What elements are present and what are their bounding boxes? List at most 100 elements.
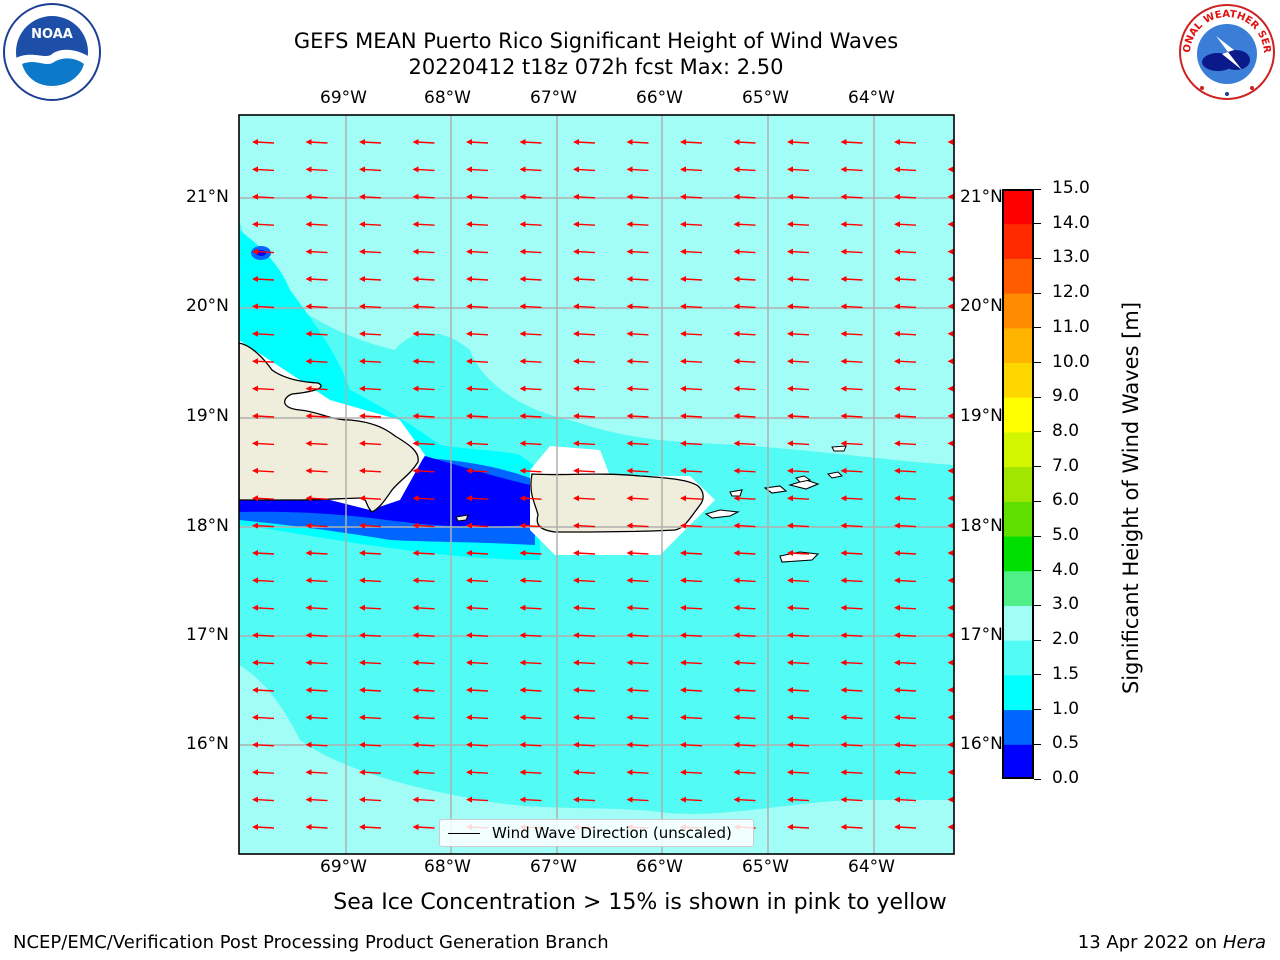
ocean-band-2-3-north — [239, 115, 954, 465]
colorbar-tick-label: 14.0 — [1052, 212, 1090, 233]
wind-arrow — [252, 796, 275, 803]
wind-arrow — [573, 687, 596, 693]
colorbar-tick-label: 13.0 — [1052, 247, 1090, 268]
colorbar-tick-label: 0.5 — [1052, 733, 1080, 754]
colorbar-tick-mark — [1034, 223, 1041, 225]
wind-arrow — [519, 413, 542, 419]
wind-arrow — [626, 659, 649, 666]
wind-arrow — [787, 467, 810, 474]
lat-tick-right: 17°N — [960, 625, 1003, 645]
wind-arrow — [733, 577, 756, 584]
wind-arrow — [947, 385, 954, 392]
wind-arrow — [412, 495, 435, 502]
wind-arrow — [947, 221, 954, 228]
colorbar-tick-label: 3.0 — [1052, 594, 1080, 615]
colorbar-segment — [1002, 536, 1034, 572]
lat-tick-left: 19°N — [186, 406, 229, 426]
wind-arrow — [733, 796, 756, 803]
wind-arrow — [305, 330, 328, 337]
colorbar-tick-mark — [1034, 639, 1041, 641]
colorbar-tick-label: 2.0 — [1052, 629, 1080, 650]
wind-arrow — [626, 769, 649, 776]
coastal-mask-puerto-rico — [530, 446, 715, 555]
wind-arrow — [947, 604, 954, 611]
wind-arrow — [840, 221, 863, 228]
wind-arrow — [840, 824, 863, 830]
wind-arrow — [947, 550, 954, 556]
wind-arrow — [787, 358, 810, 365]
colorbar-tick-mark — [1034, 396, 1041, 398]
wind-arrow — [359, 741, 382, 748]
legend-label: Wind Wave Direction (unscaled) — [492, 824, 732, 842]
wind-arrow — [626, 221, 649, 228]
wind-arrow — [787, 741, 810, 748]
colorbar-segment — [1002, 709, 1034, 745]
wind-arrow — [519, 769, 542, 776]
wind-arrow — [412, 467, 435, 474]
wind-arrow — [680, 413, 703, 419]
wind-arrow — [573, 550, 596, 556]
wind-arrow — [305, 303, 328, 310]
wind-arrow — [519, 522, 542, 529]
wind-arrow — [359, 467, 382, 474]
wind-arrow — [787, 550, 810, 556]
colorbar-tick-label: 15.0 — [1052, 178, 1090, 198]
wind-arrow — [573, 303, 596, 310]
wind-arrow — [412, 741, 435, 748]
wind-arrow — [519, 139, 542, 145]
wind-arrow — [466, 467, 489, 474]
lon-tick-top: 64°W — [848, 88, 895, 108]
map-frame — [238, 114, 955, 855]
wind-arrow — [733, 248, 756, 255]
wind-arrow — [680, 139, 703, 145]
wind-arrow — [840, 741, 863, 748]
colorbar-tick-mark — [1034, 709, 1041, 711]
wind-arrow — [466, 632, 489, 639]
wind-arrow — [412, 769, 435, 776]
wind-arrow — [680, 577, 703, 584]
wind-arrow — [894, 139, 917, 145]
wind-arrow — [626, 330, 649, 337]
wind-arrow — [680, 632, 703, 639]
colorbar-tick-mark — [1034, 188, 1041, 190]
wind-arrow — [680, 193, 703, 200]
wind-arrow — [305, 687, 328, 693]
land-puerto-rico — [530, 473, 704, 533]
colorbar-tick-mark — [1034, 743, 1041, 745]
colorbar-tick-label: 10.0 — [1052, 351, 1090, 372]
wind-arrow — [680, 440, 703, 447]
wind-arrow — [519, 741, 542, 748]
wind-wave-arrows — [252, 139, 954, 830]
lat-tick-left: 21°N — [186, 187, 229, 207]
wind-arrow — [947, 769, 954, 776]
wind-arrow — [626, 248, 649, 255]
wind-arrow — [894, 714, 917, 721]
wind-arrow — [573, 193, 596, 200]
wind-arrow — [626, 687, 649, 693]
wind-arrow — [573, 659, 596, 666]
colorbar-segment — [1002, 431, 1034, 468]
wind-arrow — [573, 495, 596, 502]
island-st-thomas — [763, 485, 788, 494]
wind-arrow — [840, 550, 863, 556]
graticule — [239, 115, 954, 854]
wind-arrow — [894, 796, 917, 803]
wind-arrow — [466, 659, 489, 666]
footer-date: 13 Apr 2022 on Hera — [1078, 932, 1266, 953]
wind-arrow — [252, 687, 275, 693]
wind-arrow — [787, 248, 810, 255]
wind-arrow — [733, 550, 756, 556]
colorbar-segment — [1002, 362, 1034, 398]
wind-arrow — [252, 248, 275, 255]
wind-arrow — [252, 550, 275, 556]
wind-arrow — [680, 769, 703, 776]
wind-arrow — [252, 495, 275, 502]
wind-arrow — [359, 522, 382, 529]
wind-arrow — [626, 139, 649, 145]
wind-arrow — [573, 522, 596, 529]
wind-arrow — [305, 714, 328, 721]
colorbar-segment — [1002, 258, 1034, 294]
wind-arrow — [733, 687, 756, 693]
coastal-mask-hispaniola — [239, 340, 425, 510]
wind-arrow — [733, 139, 756, 145]
